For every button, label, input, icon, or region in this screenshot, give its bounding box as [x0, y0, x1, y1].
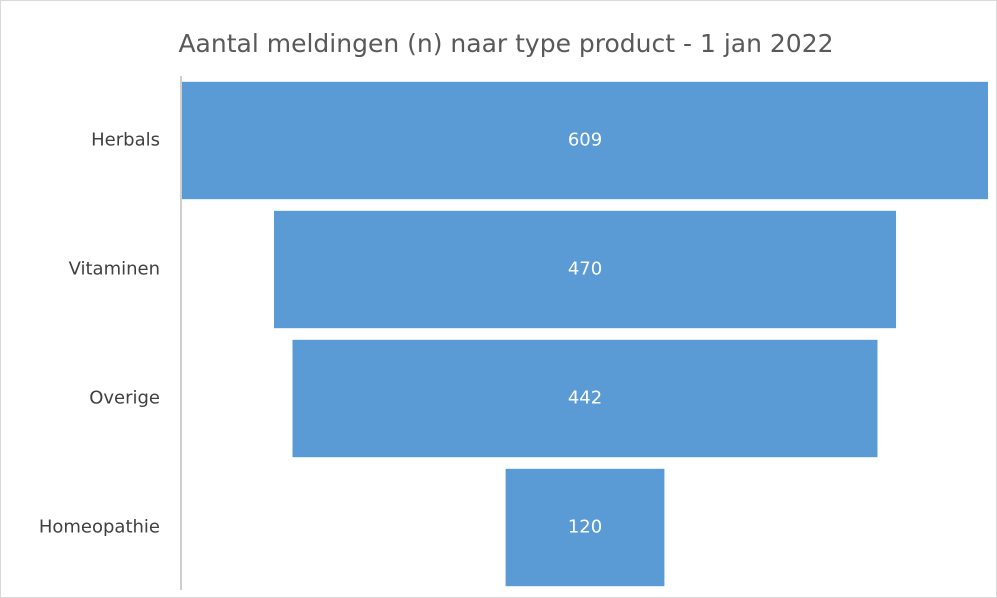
funnel-bar	[505, 468, 665, 587]
category-label: Homeopathie	[39, 517, 160, 538]
category-label: Herbals	[91, 130, 160, 151]
data-label: 120	[568, 517, 602, 538]
funnel-bar	[292, 339, 878, 458]
category-label: Vitaminen	[69, 259, 160, 280]
chart-title: Aantal meldingen (n) naar type product -…	[178, 29, 833, 58]
data-label: 442	[568, 388, 602, 409]
category-label: Overige	[89, 388, 160, 409]
funnel-bar	[182, 81, 988, 200]
funnel-bar	[273, 210, 897, 329]
data-label: 470	[568, 259, 602, 280]
data-label: 609	[568, 130, 602, 151]
